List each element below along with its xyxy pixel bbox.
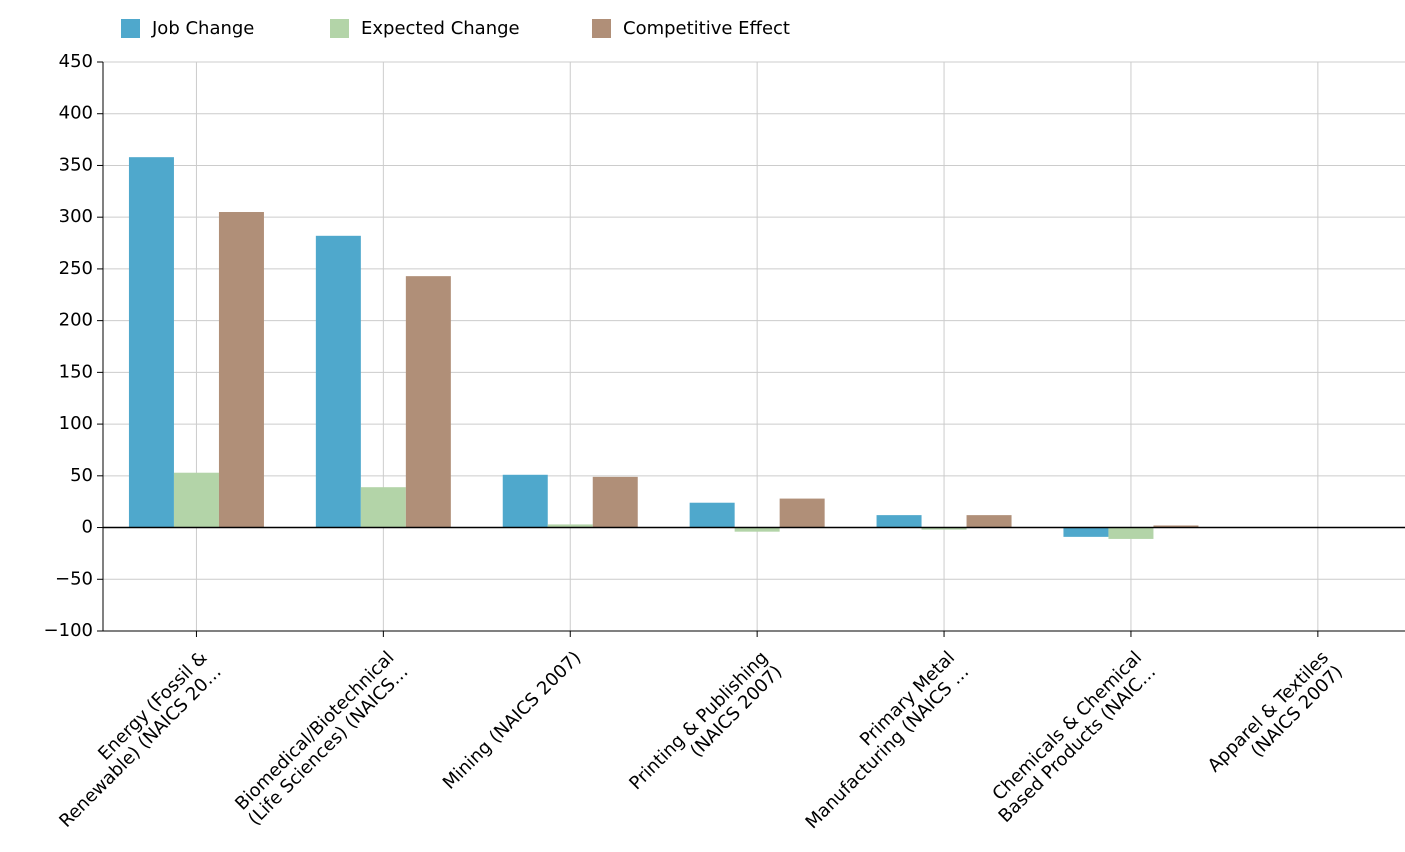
- bar: [876, 515, 922, 528]
- bar: [360, 487, 406, 528]
- legend-swatch: [121, 19, 140, 38]
- y-tick-label: 400: [59, 103, 93, 124]
- bar: [128, 157, 174, 528]
- y-tick-label: −100: [44, 620, 93, 641]
- x-tick-label-line: Printing & Publishing: [625, 647, 772, 794]
- y-tick-label: 150: [59, 361, 93, 382]
- x-tick-label: Mining (NAICS 2007): [439, 647, 585, 793]
- bar: [405, 276, 451, 528]
- y-tick-label: 300: [59, 206, 93, 227]
- x-tick-label-line: Mining (NAICS 2007): [439, 647, 585, 793]
- bar: [173, 472, 219, 528]
- bar: [502, 474, 548, 528]
- x-tick-label-line: (Life Sciences) (NAICS…: [244, 661, 412, 829]
- bar: [592, 476, 638, 528]
- y-tick-label: 350: [59, 154, 93, 175]
- y-tick-label: 200: [59, 310, 93, 331]
- y-tick-label: 100: [59, 413, 93, 434]
- bar: [921, 527, 967, 530]
- legend-label: Competitive Effect: [623, 18, 790, 39]
- x-tick-label: Primary MetalManufacturing (NAICS …: [787, 647, 973, 833]
- bar: [734, 527, 780, 532]
- bar: [779, 498, 825, 528]
- bar: [1108, 527, 1154, 539]
- x-tick-label: Energy (Fossil &Renewable) (NAICS 20…: [41, 647, 226, 832]
- x-tick-label-line: Biomedical/Biotechnical: [231, 647, 398, 814]
- y-tick-label: 450: [59, 51, 93, 72]
- x-tick-label: Biomedical/Biotechnical(Life Sciences) (…: [230, 647, 413, 830]
- bar: [218, 212, 264, 528]
- x-tick-label: Chemicals & ChemicalBased Products (NAIC…: [980, 647, 1160, 827]
- y-tick-label: 50: [70, 465, 93, 486]
- legend-label: Job Change: [151, 18, 254, 39]
- x-tick-label-line: Manufacturing (NAICS …: [802, 661, 974, 833]
- bar: [547, 524, 593, 528]
- y-tick-label: 250: [59, 258, 93, 279]
- y-tick-label: 0: [82, 517, 93, 538]
- bar: [966, 515, 1012, 528]
- x-tick-label-line: Based Products (NAIC…: [995, 661, 1161, 827]
- bar: [315, 235, 361, 528]
- legend-label: Expected Change: [361, 18, 520, 39]
- x-tick-label: Apparel & Textiles(NAICS 2007): [1204, 647, 1347, 790]
- legend-swatch: [330, 19, 349, 38]
- legend-swatch: [592, 19, 611, 38]
- bar: [1153, 525, 1199, 528]
- bar: [689, 502, 735, 528]
- x-tick-label: Printing & Publishing(NAICS 2007): [625, 647, 786, 808]
- x-tick-label-line: Chemicals & Chemical: [988, 647, 1146, 805]
- y-tick-label: −50: [55, 568, 93, 589]
- x-tick-label-line: Renewable) (NAICS 20…: [55, 661, 225, 831]
- bar: [1063, 527, 1109, 537]
- x-tick-label-line: Apparel & Textiles: [1204, 647, 1333, 776]
